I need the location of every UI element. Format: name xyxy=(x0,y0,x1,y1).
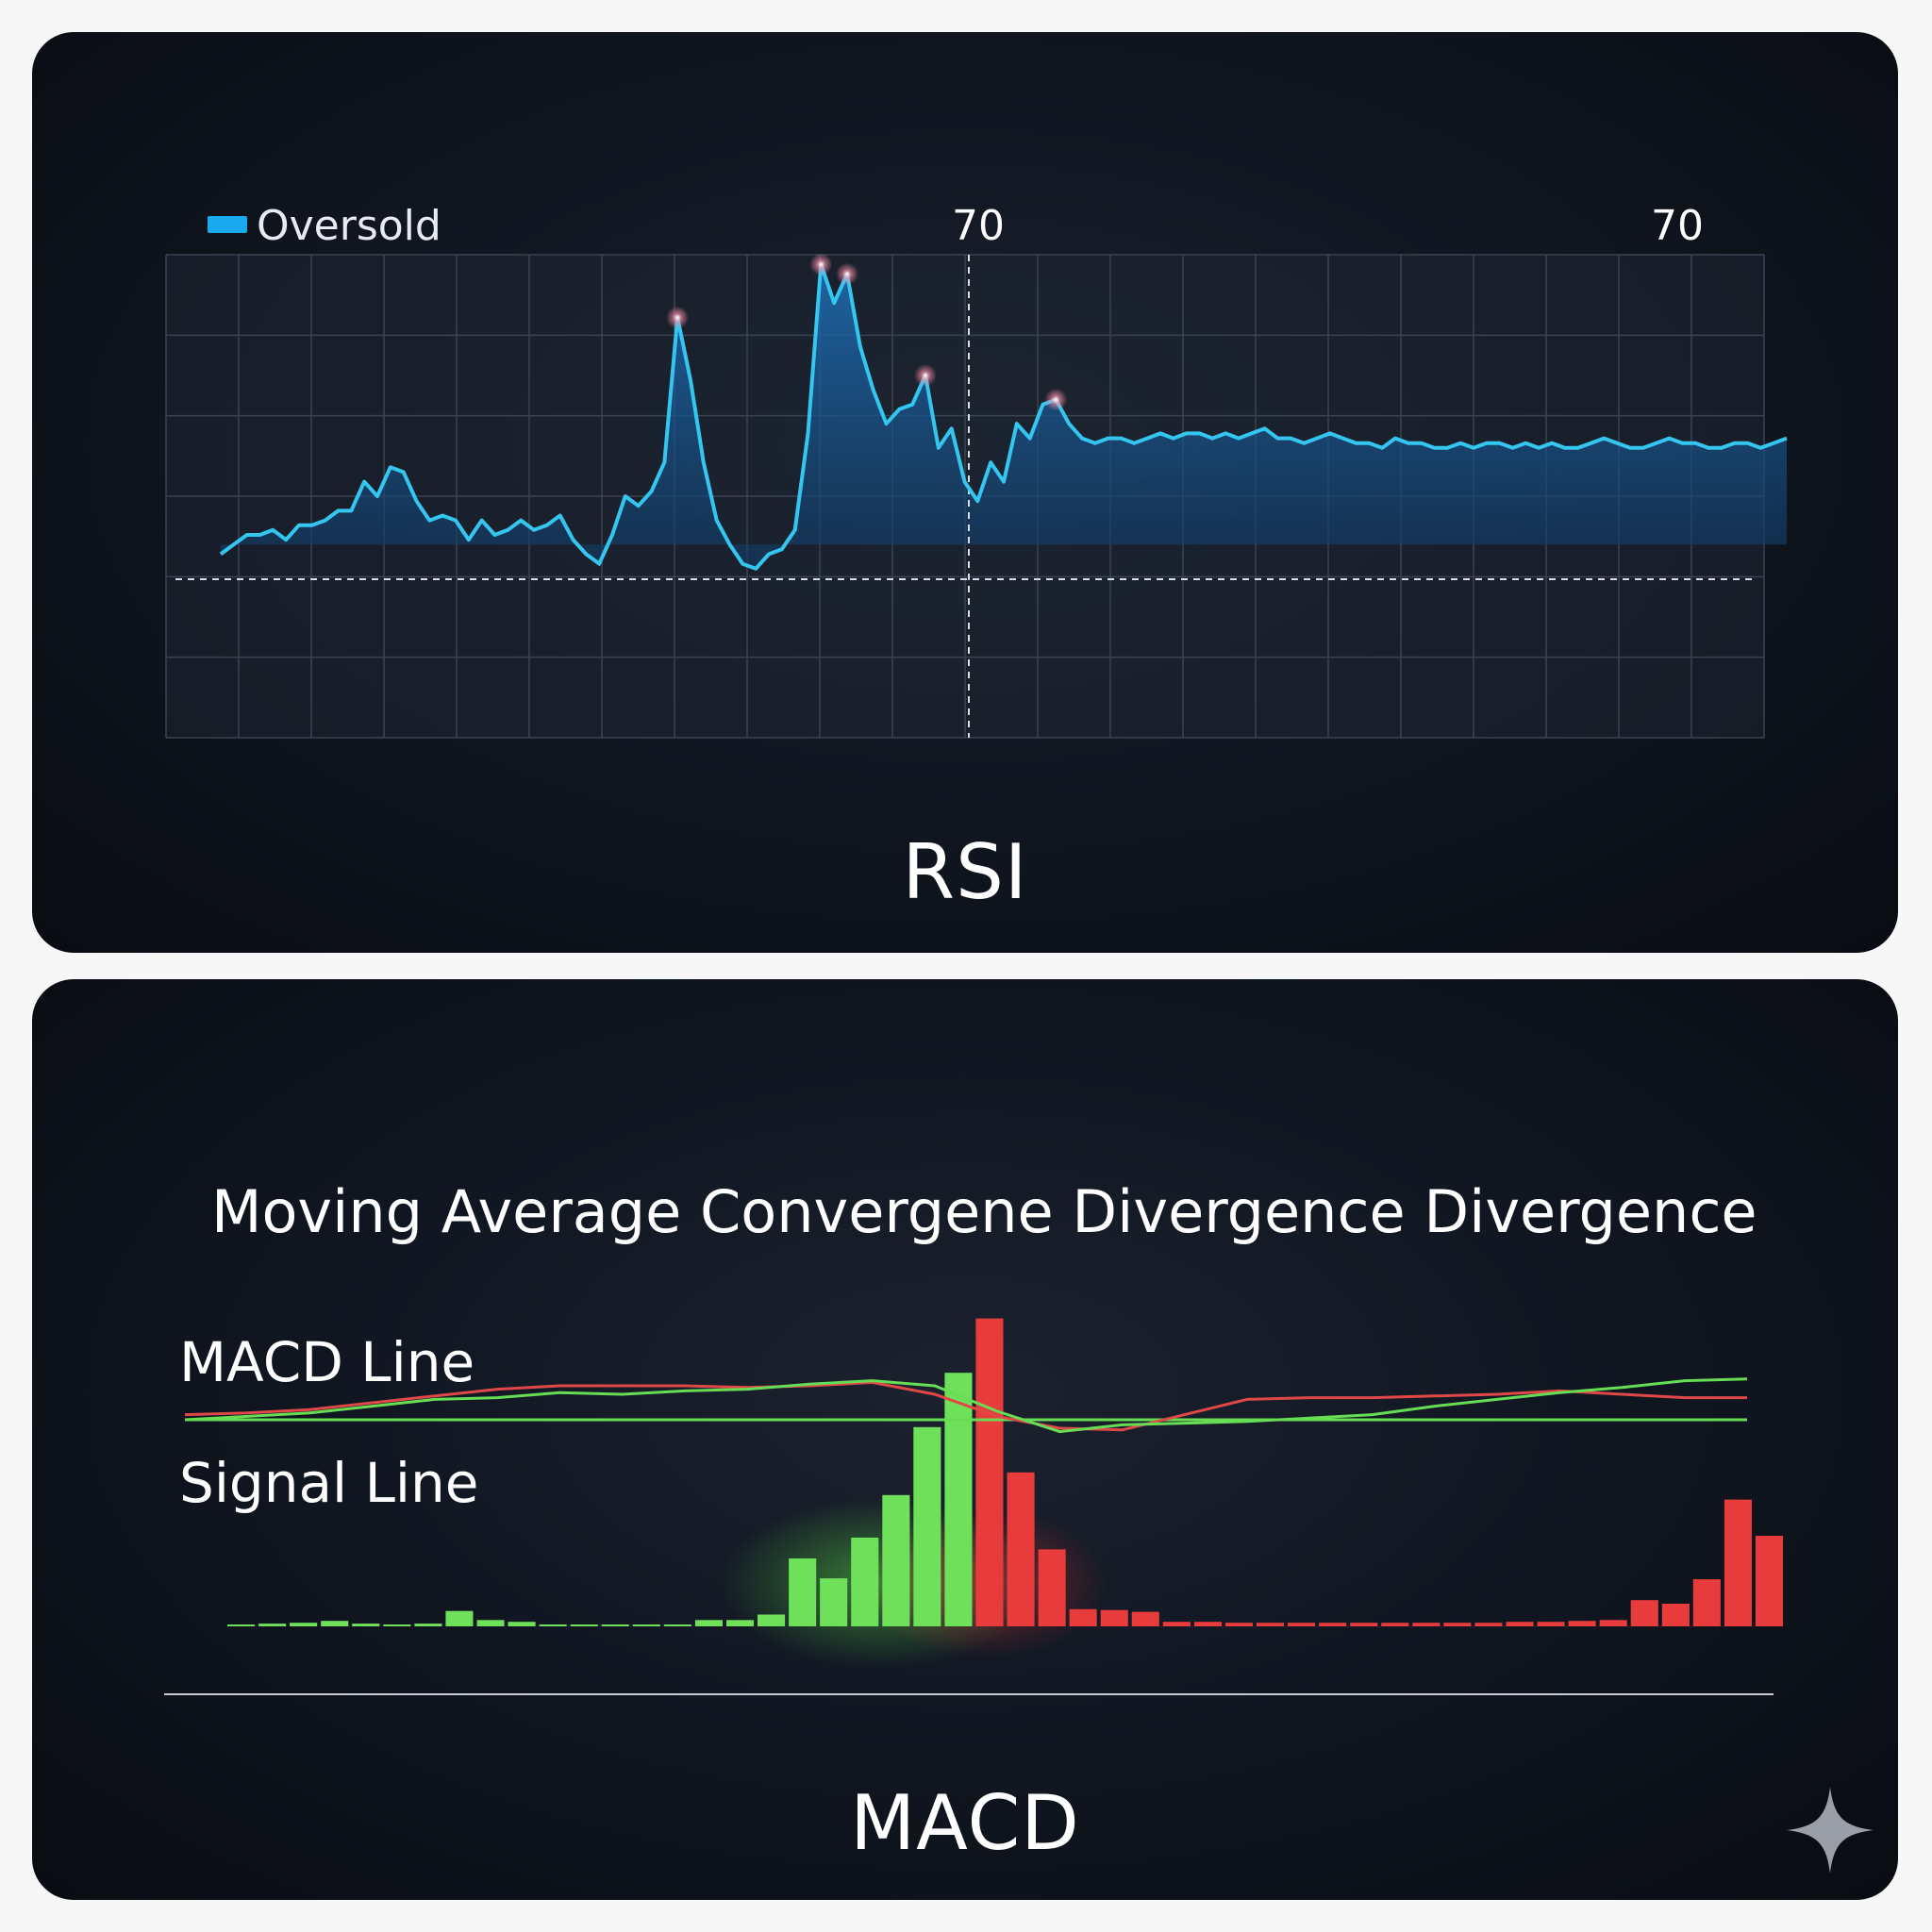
signal-line-label: Signal Line xyxy=(179,1451,479,1515)
macd-histogram-bar xyxy=(882,1494,910,1626)
legend-oversold-label: Oversold xyxy=(257,202,441,250)
macd-histogram-bar xyxy=(539,1624,567,1626)
rsi-title: RSI xyxy=(902,828,1028,916)
macd-histogram-bar xyxy=(1288,1623,1316,1626)
macd-histogram-bar xyxy=(1443,1623,1472,1626)
macd-histogram-bar xyxy=(758,1614,786,1626)
macd-histogram-bar xyxy=(290,1623,318,1626)
rsi-peak-glow xyxy=(836,262,858,286)
macd-histogram-bar xyxy=(1412,1623,1441,1626)
macd-title: MACD xyxy=(850,1779,1080,1867)
macd-histogram-bar xyxy=(352,1624,380,1626)
macd-histogram-bar xyxy=(1319,1623,1347,1626)
rsi-series-line xyxy=(219,262,1788,571)
signal-line-series xyxy=(184,1377,1748,1434)
macd-histogram-bar xyxy=(1381,1623,1409,1626)
macd-histogram-bar xyxy=(789,1558,817,1626)
macd-histogram-bar xyxy=(1724,1499,1752,1626)
macd-histogram-bar xyxy=(1038,1549,1066,1626)
macd-histogram-bar xyxy=(975,1318,1004,1626)
rsi-annotation-70-right: 70 xyxy=(1651,202,1704,250)
macd-histogram-bar xyxy=(1599,1620,1627,1626)
macd-histogram-bar xyxy=(1069,1608,1097,1626)
rsi-annotation-70-left: 70 xyxy=(952,202,1005,250)
macd-histogram-bar xyxy=(1162,1622,1191,1626)
macd-histogram-bar xyxy=(1224,1623,1253,1626)
macd-histogram-bar xyxy=(694,1620,723,1626)
rsi-area-fill xyxy=(221,264,1787,569)
macd-histogram-bar xyxy=(383,1624,411,1626)
macd-histogram-bar xyxy=(1506,1622,1534,1626)
macd-histogram-bar xyxy=(1007,1472,1035,1626)
macd-histogram-bar xyxy=(944,1373,973,1626)
legend-oversold-swatch xyxy=(208,216,247,233)
macd-panel: Moving Average Convergene Divergence Div… xyxy=(32,979,1898,1900)
macd-histogram-bar xyxy=(726,1620,755,1626)
rsi-peak-glow xyxy=(666,306,690,329)
rsi-peak-glow xyxy=(809,253,833,276)
macd-histogram-bar xyxy=(1661,1604,1690,1626)
macd-histogram-bar xyxy=(1568,1621,1596,1626)
macd-histogram-bar xyxy=(1193,1622,1222,1626)
macd-line-series xyxy=(184,1380,1747,1432)
macd-histogram-bar xyxy=(508,1622,536,1626)
rsi-peak-glow xyxy=(914,364,937,387)
sparkle-icon xyxy=(1787,1787,1874,1874)
macd-histogram-bar xyxy=(1131,1611,1159,1626)
macd-histogram-bar xyxy=(1474,1623,1503,1626)
macd-histogram-bar xyxy=(414,1624,442,1626)
macd-histogram-bar xyxy=(1755,1536,1783,1626)
macd-histogram-bar xyxy=(1100,1609,1128,1626)
macd-histogram-bar xyxy=(258,1624,287,1626)
macd-histogram-bar xyxy=(227,1624,256,1626)
macd-histogram-bar xyxy=(851,1537,879,1626)
macd-histogram-bar xyxy=(663,1624,691,1626)
macd-chart xyxy=(164,1318,1783,1695)
macd-histogram xyxy=(227,1318,1783,1626)
macd-subtitle: Moving Average Convergene Divergence Div… xyxy=(211,1177,1757,1246)
macd-line-label: MACD Line xyxy=(179,1330,475,1394)
rsi-peak-glows xyxy=(666,253,1068,411)
macd-histogram-bar xyxy=(1692,1579,1721,1626)
macd-histogram-bar xyxy=(445,1610,474,1626)
rsi-chart: Oversold 70 70 xyxy=(165,202,1788,739)
macd-histogram-bar xyxy=(476,1620,505,1626)
macd-histogram-bar xyxy=(321,1621,349,1626)
macd-histogram-bar xyxy=(913,1426,941,1626)
macd-histogram-bar xyxy=(1537,1622,1565,1626)
rsi-peak-glow xyxy=(1044,388,1068,411)
macd-histogram-bar xyxy=(632,1624,660,1626)
rsi-panel: Oversold 70 70 RSI xyxy=(32,32,1898,953)
macd-histogram-bar xyxy=(820,1578,848,1626)
macd-histogram-bar xyxy=(1630,1600,1658,1626)
macd-histogram-bar xyxy=(1350,1623,1378,1626)
macd-histogram-bar xyxy=(601,1624,629,1626)
macd-histogram-bar xyxy=(570,1624,598,1626)
macd-histogram-bar xyxy=(1257,1623,1285,1626)
